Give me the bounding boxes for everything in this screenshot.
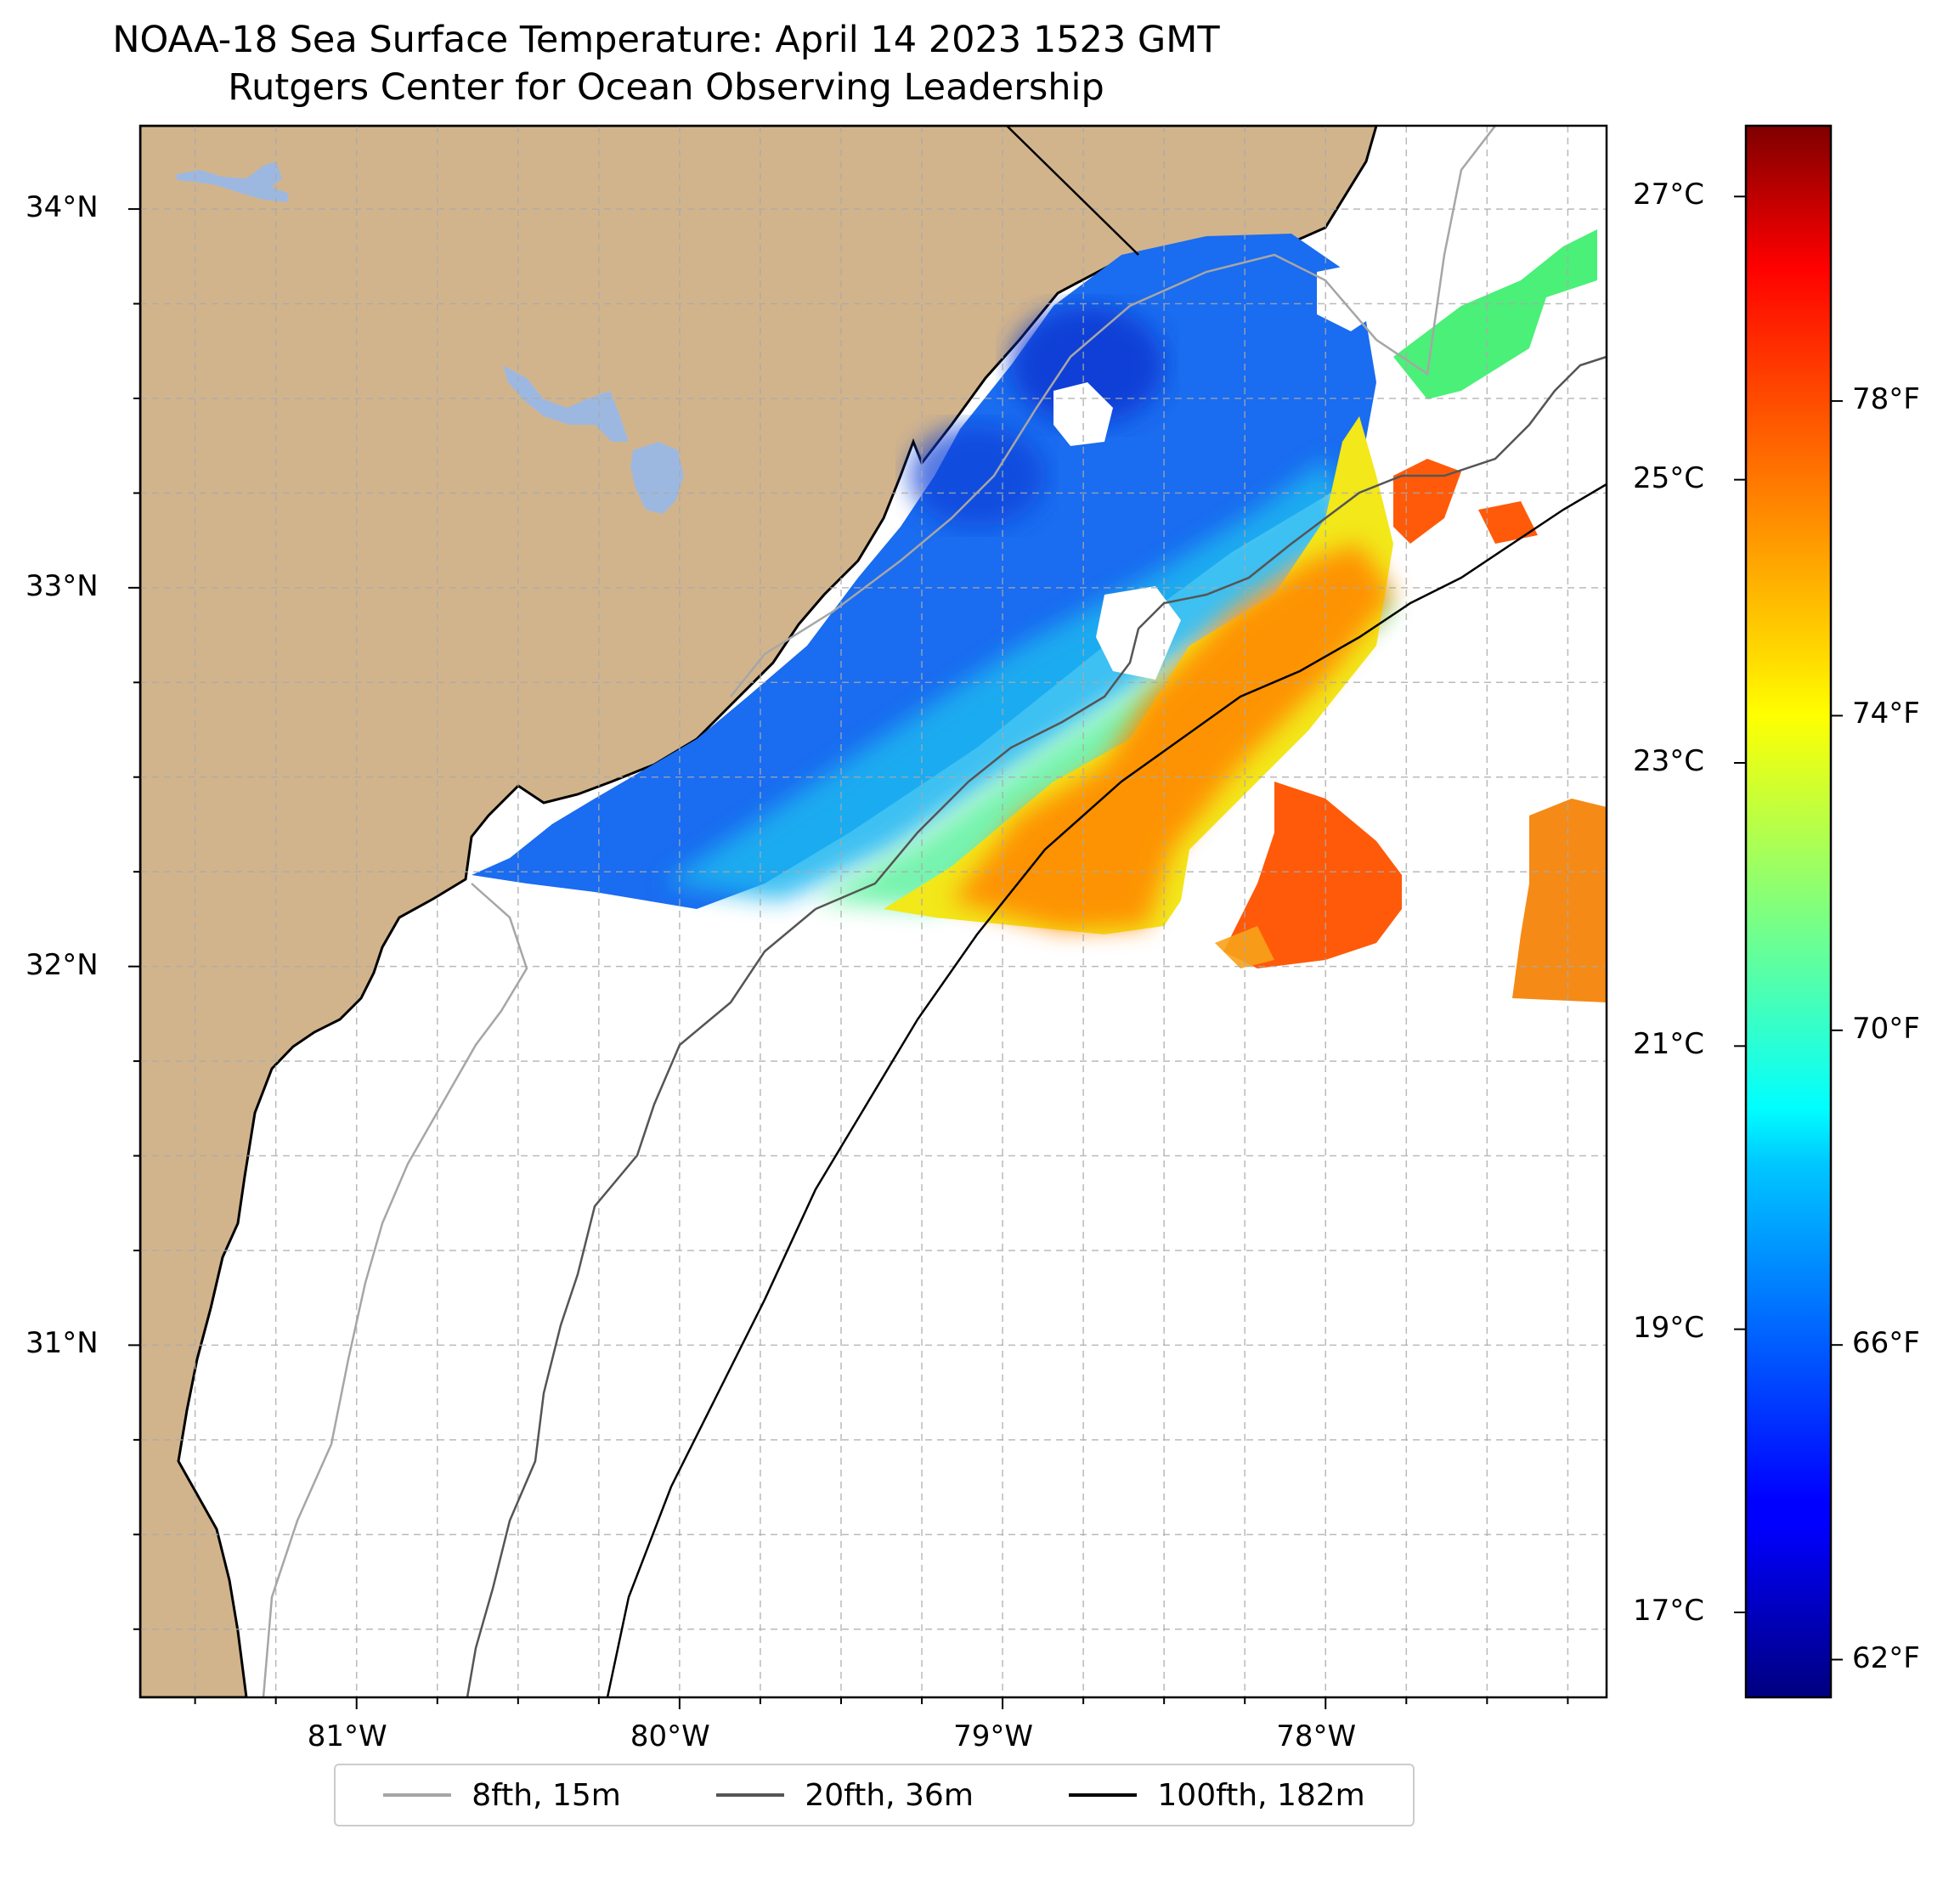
sst-coastal-cool — [472, 234, 1376, 909]
legend-swatch-20fth — [716, 1793, 785, 1797]
figure-title: NOAA-18 Sea Surface Temperature: April 1… — [112, 19, 1220, 61]
celsius-tick-label: 27°C — [1633, 178, 1705, 212]
state-border — [1006, 126, 1139, 256]
contour-100fth — [606, 483, 1607, 1697]
legend-swatch-100fth — [1069, 1793, 1138, 1797]
sst-field — [472, 229, 1607, 1002]
legend-swatch-8fth — [383, 1793, 452, 1797]
lon-tick-label: 81°W — [307, 1719, 387, 1753]
fahrenheit-tick-label: 70°F — [1852, 1011, 1920, 1046]
lon-tick-label: 79°W — [953, 1719, 1033, 1753]
fahrenheit-tick-label: 74°F — [1852, 697, 1920, 731]
contour-8fth — [262, 126, 1496, 1697]
lake-marion — [503, 365, 629, 442]
legend-label-20fth: 20fth, 36m — [805, 1777, 974, 1813]
lat-tick-label: 32°N — [25, 947, 99, 982]
colorbar-ticks — [1734, 195, 1843, 1661]
graticule — [140, 126, 1607, 1697]
fahrenheit-tick-label: 66°F — [1852, 1326, 1920, 1361]
sst-ne-patch — [1393, 229, 1597, 399]
fahrenheit-tick-label: 62°F — [1852, 1640, 1920, 1675]
legend-label-100fth: 100fth, 182m — [1157, 1777, 1365, 1813]
lake-moultrie — [630, 442, 684, 514]
celsius-tick-label: 23°C — [1633, 744, 1705, 778]
sst-warm-offshore — [1393, 459, 1461, 544]
figure-subtitle: Rutgers Center for Ocean Observing Leade… — [228, 66, 1104, 109]
celsius-tick-label: 17°C — [1633, 1594, 1705, 1628]
contour-20fth — [466, 355, 1607, 1697]
legend-item-100fth: 100fth, 182m — [1069, 1777, 1365, 1813]
legend-label-8fth: 8fth, 15m — [472, 1777, 621, 1813]
lat-tick-label: 34°N — [25, 190, 99, 225]
cloud-gap-3 — [1317, 263, 1376, 331]
lat-tick-label: 33°N — [25, 568, 99, 603]
colorbar — [1744, 124, 1833, 1699]
legend-item-8fth: 8fth, 15m — [383, 1778, 621, 1813]
map-axis-ticks — [128, 208, 1569, 1709]
map-area — [140, 126, 1607, 1697]
sst-warm-eddy — [1223, 782, 1402, 968]
celsius-tick-label: 25°C — [1633, 460, 1705, 495]
sst-mid-band — [663, 459, 1359, 900]
lake-upper — [177, 161, 289, 202]
lon-tick-label: 78°W — [1276, 1719, 1357, 1753]
lon-tick-label: 80°W — [630, 1719, 710, 1753]
sst-east-patch — [1512, 799, 1607, 1002]
legend: 8fth, 15m 20fth, 36m 100fth, 182m — [334, 1764, 1415, 1826]
lat-tick-label: 31°N — [25, 1326, 99, 1361]
celsius-tick-label: 21°C — [1633, 1027, 1705, 1062]
fahrenheit-tick-label: 78°F — [1852, 382, 1920, 417]
celsius-tick-label: 19°C — [1633, 1310, 1705, 1345]
legend-item-20fth: 20fth, 36m — [716, 1778, 974, 1813]
map-frame — [138, 124, 1608, 1699]
